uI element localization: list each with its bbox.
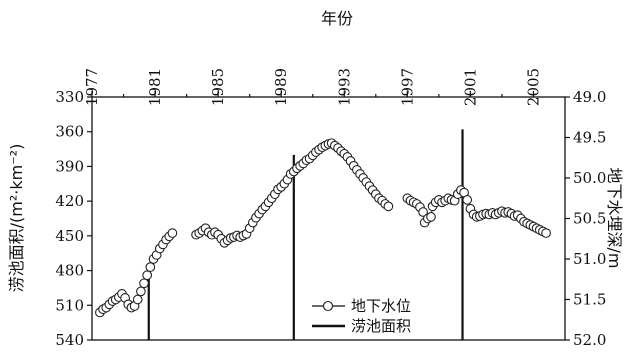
groundwater-point <box>383 201 394 212</box>
plot-frame <box>91 96 566 341</box>
left-tick-label: 420 <box>55 192 84 210</box>
groundwater-point <box>541 228 551 238</box>
legend-label-groundwater: 地下水位 <box>351 297 411 315</box>
series-groundwater <box>95 138 551 318</box>
right-tick-label: 51.0 <box>573 250 606 268</box>
top-tick-label: 1989 <box>272 68 290 106</box>
right-tick-label: 50.5 <box>573 210 606 228</box>
legend-label-laochi: 涝池面积 <box>351 317 411 335</box>
left-tick-label: 390 <box>55 157 84 175</box>
top-tick-label: 1997 <box>398 68 416 106</box>
top-tick-label: 1993 <box>335 68 353 106</box>
left-tick-label: 480 <box>55 262 84 280</box>
groundwater-point <box>462 195 473 205</box>
series-laochi-bars <box>147 129 464 340</box>
groundwater-point <box>142 270 153 281</box>
left-axis-ticks: 330 360 390 420 450 480 510 540 <box>55 88 92 349</box>
left-tick-label: 510 <box>55 296 84 314</box>
groundwater-point <box>132 294 143 305</box>
groundwater-point <box>167 228 178 238</box>
right-axis-title: 地下水埋深/m <box>605 168 624 269</box>
right-axis-ticks: 49.0 49.5 50.0 50.5 51.0 51.5 52.0 <box>565 88 606 349</box>
top-tick-label: 2005 <box>524 68 542 106</box>
left-axis-title: 涝池面积/(m²·km⁻²) <box>7 144 26 293</box>
groundwater-point <box>136 286 146 297</box>
top-tick-label: 1985 <box>209 68 227 106</box>
legend: 地下水位 涝池面积 <box>312 297 411 335</box>
left-tick-label: 450 <box>55 227 84 245</box>
groundwater-point <box>426 212 436 222</box>
groundwater-point <box>139 278 149 289</box>
left-tick-label: 540 <box>55 331 84 349</box>
right-tick-label: 50.0 <box>573 169 606 187</box>
right-tick-label: 49.0 <box>573 88 606 106</box>
left-tick-label: 330 <box>55 88 84 106</box>
legend-circle-marker <box>322 300 334 312</box>
groundwater-line <box>195 142 389 244</box>
right-tick-label: 49.5 <box>573 129 606 147</box>
right-tick-label: 52.0 <box>573 331 606 349</box>
right-tick-label: 51.5 <box>573 291 606 309</box>
groundwater-point <box>418 207 428 217</box>
top-axis-ticks: 1977 1981 1985 1989 1993 1997 2001 2005 <box>83 68 542 106</box>
top-tick-label: 1981 <box>146 68 164 106</box>
top-axis-title: 年份 <box>321 9 353 28</box>
top-tick-label: 2001 <box>461 68 479 106</box>
left-tick-label: 360 <box>55 123 84 141</box>
groundwater-point <box>145 262 156 272</box>
